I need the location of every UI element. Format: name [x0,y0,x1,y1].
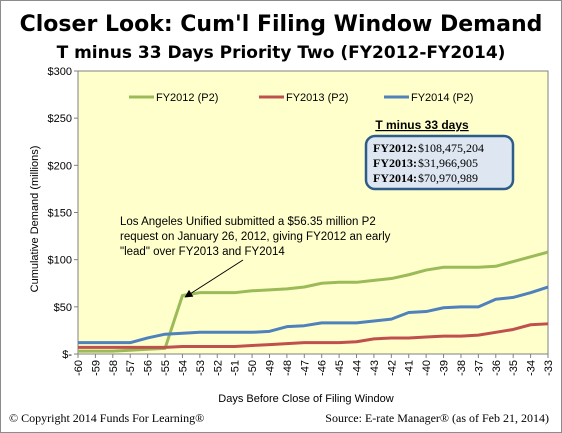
x-tick-label: -56 [143,360,155,376]
y-tick-label: $- [62,349,72,361]
x-tick-label: -45 [334,360,346,376]
x-tick-label: -35 [508,360,520,376]
x-axis: -60 -59 -58 -57 -56 -55 -54 -53 -52 -51 -50 -49 -48-… [73,354,555,376]
info-box-title: T minus 33 days [375,118,469,132]
x-tick-label: -38 [456,360,468,376]
plot-area [77,70,549,355]
y-tick-label: $250 [48,113,72,125]
annotation-arrow [190,259,244,295]
x-tick-label: -34 [526,360,538,376]
x-tick-label: -48 [282,360,294,376]
x-tick-label: -52 [212,360,224,376]
x-tick-label: -60 [73,360,85,376]
y-tick-label: $100 [48,255,72,267]
legend-label: FY2013 (P2) [286,92,348,104]
info-box-frame [364,134,515,191]
info-row-fy2012-value: $108,475,204 [418,141,484,155]
series-line-fy2014-p2 [78,285,549,345]
chart-subtitle: T minus 33 Days Priority Two (FY2012-FY2… [57,43,506,63]
x-tick-label: -39 [439,360,451,376]
chart-title: Closer Look: Cum'l Filing Window Demand [20,12,543,37]
x-tick-label: -41 [404,360,416,376]
legend: FY2012 (P2) FY2013 (P2) FY2014 (P2) [129,92,473,104]
series-lines [78,250,549,353]
x-tick-label: -55 [160,360,172,376]
y-tick-label: $300 [48,66,72,78]
source-text: Source: E-rate Manager® (as of Feb 21, 2… [325,411,549,425]
info-row-fy2013-value: $31,966,905 [418,156,478,170]
x-tick-label: -33 [543,360,555,376]
x-tick-label: -37 [473,360,485,376]
y-axis: $- $50 $100 $150 $200 $250 $300 [48,66,78,361]
info-box: T minus 33 days FY2012: $108,475,204 FY2… [364,118,515,191]
legend-label: FY2014 (P2) [411,92,473,104]
x-tick-label: -43 [369,360,381,376]
x-tick-label: -47 [299,360,311,376]
x-tick-label: -50 [247,360,259,376]
x-tick-label: -54 [177,360,189,376]
y-tick-label: $150 [48,208,72,220]
info-row-fy2014-value: $70,970,989 [418,171,478,185]
legend-label: FY2012 (P2) [156,92,218,104]
x-tick-label: -51 [230,360,242,376]
y-tick-label: $50 [54,302,72,314]
info-row-fy2012-label: FY2012: [373,141,417,155]
x-tick-label: -53 [195,360,207,376]
x-axis-label: Days Before Close of Filing Window [218,393,394,405]
annotation-line-3: "lead" over FY2013 and FY2014 [120,246,285,258]
series-line-fy2013-p2 [78,322,549,349]
info-row-fy2013-label: FY2013: [373,156,417,170]
x-tick-label: -40 [421,360,433,376]
annotation-arrowhead [184,289,194,298]
x-tick-label: -42 [386,360,398,376]
annotation: Los Angeles Unified submitted a $56.35 m… [120,216,391,298]
y-tick-label: $200 [48,160,72,172]
copyright-text: © Copyright 2014 Funds For Learning® [9,411,204,425]
annotation-line-2: request on January 26, 2012, giving FY20… [120,231,391,243]
info-row-fy2014-label: FY2014: [373,171,417,185]
x-tick-label: -49 [264,360,276,376]
x-tick-label: -36 [491,360,503,376]
annotation-line-1: Los Angeles Unified submitted a $56.35 m… [120,216,376,228]
x-tick-label: -46 [317,360,329,376]
x-tick-label: -57 [125,360,137,376]
x-tick-label: -44 [352,360,364,376]
y-axis-label: Cumulative Demand (millions) [29,146,41,293]
x-tick-label: -59 [90,360,102,376]
x-tick-label: -58 [108,360,120,376]
